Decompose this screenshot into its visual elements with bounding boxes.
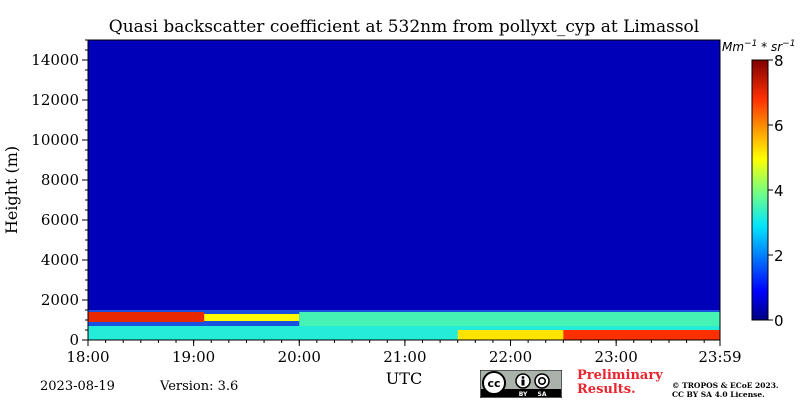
colorbar-tick-label: 0 xyxy=(774,312,784,330)
cc-logo-text: cc xyxy=(487,377,500,390)
x-axis: 18:00 19:00 20:00 21:00 22:00 23:00 23:59 xyxy=(66,340,742,366)
x-tick-label: 20:00 xyxy=(278,348,321,366)
y-tick-label: 2000 xyxy=(41,291,79,309)
colorbar-tick-label: 8 xyxy=(774,52,784,70)
chart-title: Quasi backscatter coefficient at 532nm f… xyxy=(109,17,699,37)
heatmap-layer-6 xyxy=(563,330,720,340)
x-tick-label: 22:00 xyxy=(489,348,532,366)
y-tick-label: 14000 xyxy=(31,51,79,69)
x-tick-label: 21:00 xyxy=(383,348,426,366)
heatmap-plot-area xyxy=(88,40,720,340)
heatmap-layer-0 xyxy=(88,40,720,310)
preliminary-line-2: Results. xyxy=(577,382,636,397)
copyright-line-1: © TROPOS & ECoE 2023. xyxy=(672,381,779,390)
y-tick-label: 10000 xyxy=(31,131,79,149)
colorbar xyxy=(751,59,769,321)
x-axis-label: UTC xyxy=(386,369,422,388)
y-tick-label: 0 xyxy=(69,331,79,349)
copyright-line-2: CC BY SA 4.0 License. xyxy=(672,390,765,399)
preliminary-line-1: Preliminary xyxy=(577,368,663,383)
copyright-note: © TROPOS & ECoE 2023. CC BY SA 4.0 Licen… xyxy=(672,381,779,399)
date-label: 2023-08-19 xyxy=(40,379,115,394)
version-label: Version: 3.6 xyxy=(160,379,239,394)
by-text: BY xyxy=(519,391,528,398)
y-tick-label: 6000 xyxy=(41,211,79,229)
y-tick-label: 12000 xyxy=(31,91,79,109)
colorbar-unit-label: Mm−1 * sr−1 xyxy=(722,39,795,54)
y-tick-label: 8000 xyxy=(41,171,79,189)
y-axis: 0 2000 4000 6000 8000 10000 12000 14000 xyxy=(31,39,88,349)
colorbar-tick-label: 6 xyxy=(774,117,784,135)
x-tick-label: 23:00 xyxy=(595,348,638,366)
cc-by-sa-license-badge: cc BY SA xyxy=(480,370,562,398)
colorbar-tick-label: 2 xyxy=(774,247,784,265)
y-tick-label: 4000 xyxy=(41,251,79,269)
x-tick-label: 19:00 xyxy=(172,348,215,366)
y-axis-label: Height (m) xyxy=(2,146,21,234)
heatmap-layer-2 xyxy=(204,314,300,321)
colorbar-axis: 0 2 4 6 8 xyxy=(768,52,784,330)
heatmap-layer-1 xyxy=(88,312,205,322)
sa-text: SA xyxy=(538,391,547,398)
preliminary-results-note: Preliminary Results. xyxy=(577,369,663,397)
x-tick-label: 18:00 xyxy=(66,348,109,366)
sa-icon xyxy=(534,373,550,389)
heatmap-layer-3 xyxy=(299,312,720,326)
x-tick-label: 23:59 xyxy=(698,348,741,366)
colorbar-tick-label: 4 xyxy=(774,182,784,200)
